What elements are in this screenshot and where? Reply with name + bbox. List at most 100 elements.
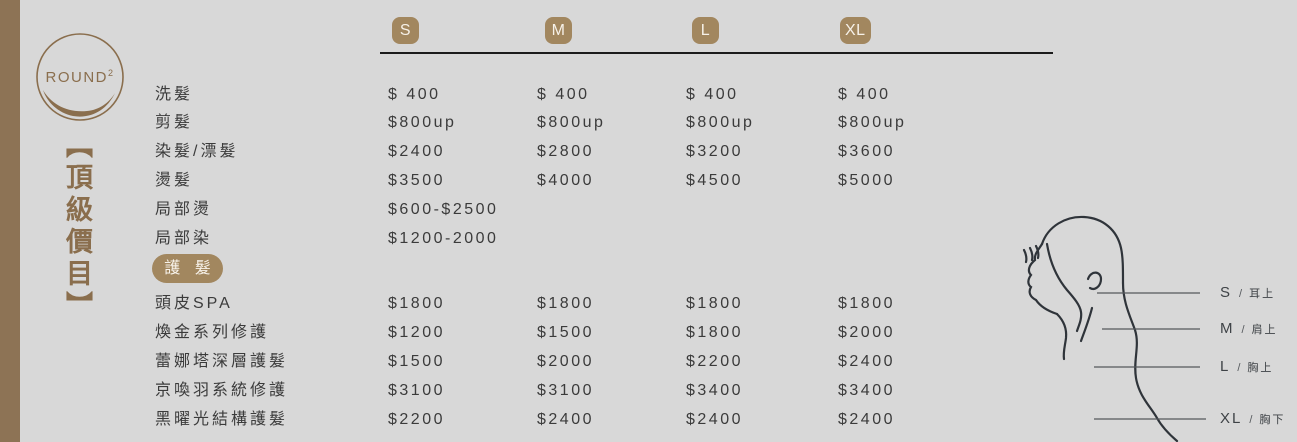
price-cell: $1500 bbox=[537, 324, 594, 341]
price-cell: $5000 bbox=[838, 172, 895, 189]
guide-desc-text: 胸下 bbox=[1259, 414, 1286, 426]
guide-separator: / bbox=[1237, 362, 1241, 374]
back-hair-path bbox=[1121, 281, 1179, 442]
guide-size-text: L bbox=[1220, 358, 1231, 375]
guide-label-l: L / 胸上 bbox=[1220, 357, 1273, 377]
table-row: 蕾娜塔深層護髮 $1500 $2000 $2200 $2400 bbox=[0, 349, 1070, 375]
face-profile-path bbox=[1027, 242, 1059, 316]
lash-stroke-3 bbox=[1034, 244, 1040, 260]
price-cell: $2200 bbox=[686, 353, 743, 370]
service-name: 剪髮 bbox=[155, 114, 194, 131]
service-name: 黑曜光結構護髮 bbox=[155, 411, 289, 428]
price-cell: $800up bbox=[838, 114, 907, 131]
price-cell: $4000 bbox=[537, 172, 594, 189]
price-cell: $2400 bbox=[686, 411, 743, 428]
guide-size-text: M bbox=[1220, 320, 1235, 337]
price-cell: $1800 bbox=[388, 295, 445, 312]
price-cell: $1200 bbox=[388, 324, 445, 341]
ear-path bbox=[1086, 271, 1103, 290]
table-row: 燙髮 $3500 $4000 $4500 $5000 bbox=[0, 168, 1070, 194]
guide-label-s: S / 耳上 bbox=[1220, 283, 1275, 303]
logo-circle-icon bbox=[36, 33, 124, 121]
brand-logo: ROUND2 bbox=[33, 30, 127, 124]
table-row: 黑曜光結構護髮 $2200 $2400 $2400 $2400 bbox=[0, 407, 1070, 433]
guide-size-text: XL bbox=[1220, 410, 1243, 427]
price-cell: $2400 bbox=[838, 353, 895, 370]
table-row: 煥金系列修護 $1200 $1500 $1800 $2000 bbox=[0, 320, 1070, 346]
service-name: 燙髮 bbox=[155, 172, 194, 189]
logo-text: ROUND2 bbox=[33, 68, 127, 86]
table-row: 京喚羽系統修護 $3100 $3100 $3400 $3400 bbox=[0, 378, 1070, 404]
price-cell: $2400 bbox=[388, 143, 445, 160]
left-accent-bar bbox=[0, 0, 20, 442]
size-badge-m: M bbox=[545, 17, 572, 44]
guide-desc-text: 耳上 bbox=[1249, 288, 1276, 300]
price-cell: $3200 bbox=[686, 143, 743, 160]
price-cell: $800up bbox=[686, 114, 755, 131]
table-row: 局部染 $1200-2000 bbox=[0, 226, 1070, 252]
table-row: 剪髮 $800up $800up $800up $800up bbox=[0, 110, 1070, 136]
table-row: 洗髮 $ 400 $ 400 $ 400 $ 400 bbox=[0, 82, 1070, 108]
price-cell: $2800 bbox=[537, 143, 594, 160]
logo-superscript: 2 bbox=[107, 68, 115, 78]
guide-size-text: S bbox=[1220, 284, 1233, 301]
front-hair-lock-path bbox=[1045, 242, 1083, 333]
price-cell: $2400 bbox=[838, 411, 895, 428]
service-name: 京喚羽系統修護 bbox=[155, 382, 289, 399]
page-title: 【頂級價目】 bbox=[62, 131, 92, 323]
price-cell: $3100 bbox=[537, 382, 594, 399]
price-cell: $1800 bbox=[686, 295, 743, 312]
lash-stroke-1 bbox=[1022, 248, 1028, 264]
table-row: 染髮/漂髮 $2400 $2800 $3200 $3600 bbox=[0, 139, 1070, 165]
lash-stroke-2 bbox=[1028, 246, 1034, 262]
price-cell: $ 400 bbox=[537, 86, 590, 103]
logo-word: ROUND bbox=[45, 69, 108, 86]
price-cell: $3500 bbox=[388, 172, 445, 189]
service-name: 頭皮SPA bbox=[155, 295, 233, 312]
price-cell: $ 400 bbox=[686, 86, 739, 103]
size-badge-xl: XL bbox=[840, 17, 871, 44]
price-cell: $1800 bbox=[537, 295, 594, 312]
hair-strand-path bbox=[1079, 306, 1094, 343]
size-badge-l: L bbox=[692, 17, 719, 44]
service-name: 局部燙 bbox=[155, 201, 213, 218]
price-cell: $3600 bbox=[838, 143, 895, 160]
service-name: 洗髮 bbox=[155, 86, 194, 103]
price-cell: $ 400 bbox=[838, 86, 891, 103]
service-name: 煥金系列修護 bbox=[155, 324, 270, 341]
guide-label-m: M / 肩上 bbox=[1220, 319, 1278, 339]
price-cell: $1200-2000 bbox=[388, 230, 499, 247]
table-row: 頭皮SPA $1800 $1800 $1800 $1800 bbox=[0, 291, 1070, 317]
price-cell: $2200 bbox=[388, 411, 445, 428]
head-outline-path bbox=[1040, 215, 1125, 285]
guide-separator: / bbox=[1249, 414, 1253, 426]
price-cell: $1800 bbox=[838, 295, 895, 312]
service-name: 染髮/漂髮 bbox=[155, 143, 239, 160]
price-cell: $1500 bbox=[388, 353, 445, 370]
care-section-badge: 護 髮 bbox=[152, 254, 223, 283]
price-cell: $2400 bbox=[537, 411, 594, 428]
guide-separator: / bbox=[1241, 324, 1245, 336]
neck-path bbox=[1055, 312, 1068, 361]
price-cell: $3100 bbox=[388, 382, 445, 399]
service-name: 蕾娜塔深層護髮 bbox=[155, 353, 289, 370]
size-badge-s: S bbox=[392, 17, 419, 44]
price-cell: $600-$2500 bbox=[388, 201, 499, 218]
logo-brush-swoosh bbox=[43, 90, 115, 117]
price-cell: $800up bbox=[388, 114, 457, 131]
guide-desc-text: 肩上 bbox=[1251, 324, 1278, 336]
guide-separator: / bbox=[1239, 288, 1243, 300]
table-row: 局部燙 $600-$2500 bbox=[0, 197, 1070, 223]
price-cell: $ 400 bbox=[388, 86, 441, 103]
price-cell: $2000 bbox=[537, 353, 594, 370]
guide-label-xl: XL / 胸下 bbox=[1220, 409, 1285, 429]
price-cell: $1800 bbox=[686, 324, 743, 341]
price-cell: $2000 bbox=[838, 324, 895, 341]
guide-desc-text: 胸上 bbox=[1247, 362, 1274, 374]
table-header-rule bbox=[380, 52, 1053, 54]
hair-length-illustration bbox=[1022, 215, 1206, 442]
price-cell: $800up bbox=[537, 114, 606, 131]
price-cell: $3400 bbox=[686, 382, 743, 399]
service-name: 局部染 bbox=[155, 230, 213, 247]
